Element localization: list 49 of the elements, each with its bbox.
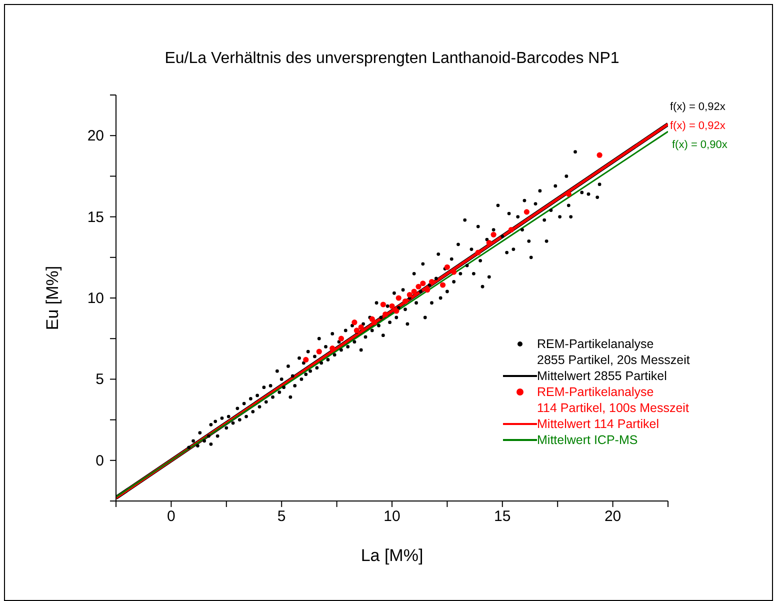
legend-label: Mittelwert 2855 Partikel xyxy=(537,368,667,384)
point xyxy=(596,152,602,158)
point xyxy=(389,303,395,309)
x-tick-label: 10 xyxy=(384,508,400,525)
legend-label: Mittelwert ICP-MS xyxy=(537,432,638,448)
y-tick-label: 15 xyxy=(87,208,104,226)
chart-title: Eu/La Verhältnis des unversprengten Lanthanoid-Barcodes NP1 xyxy=(164,50,620,68)
text: f(x) = 0,90x xyxy=(672,139,728,151)
point xyxy=(354,328,360,334)
point xyxy=(424,287,430,293)
point xyxy=(490,232,496,238)
x-tick-label: 20 xyxy=(604,508,622,525)
point xyxy=(330,346,336,352)
point xyxy=(440,282,446,288)
text: f(x) = 0,92x xyxy=(670,120,726,132)
x-tick-label: 15 xyxy=(494,508,511,525)
point xyxy=(352,320,358,326)
point xyxy=(402,298,408,304)
point xyxy=(524,209,530,215)
point xyxy=(394,308,400,314)
point xyxy=(316,348,322,354)
point xyxy=(475,250,481,256)
point xyxy=(420,280,426,286)
point xyxy=(508,226,514,233)
point xyxy=(382,311,388,318)
x-tick-label: 5 xyxy=(277,508,286,525)
legend-label: REM-Partikelanalyse 114 Partikel, 100s Messzeit xyxy=(537,384,689,416)
point xyxy=(411,288,417,294)
y-axis-title: Eu [M%] xyxy=(43,266,62,330)
point xyxy=(358,324,364,330)
point xyxy=(372,320,378,326)
point xyxy=(416,284,422,290)
y-tick-label: 20 xyxy=(87,128,104,145)
point xyxy=(428,278,435,285)
point xyxy=(380,302,386,308)
y-tick-label: 5 xyxy=(96,371,104,388)
point xyxy=(338,336,344,342)
point xyxy=(444,264,450,270)
point xyxy=(406,292,412,298)
text: f(x) = 0,92x xyxy=(670,101,726,113)
x-tick-label: 0 xyxy=(167,508,176,525)
x-axis-title: La [M%] xyxy=(360,546,424,566)
legend-label: REM-Partikelanalyse 2855 Partikel, 20s Messzeit xyxy=(537,336,690,368)
point xyxy=(451,269,457,275)
legend-label: Mittelwert 114 Partikel xyxy=(537,416,660,432)
point xyxy=(396,295,402,301)
y-tick-label: 0 xyxy=(96,452,104,470)
y-tick-label: 10 xyxy=(87,290,104,307)
point xyxy=(303,356,309,363)
